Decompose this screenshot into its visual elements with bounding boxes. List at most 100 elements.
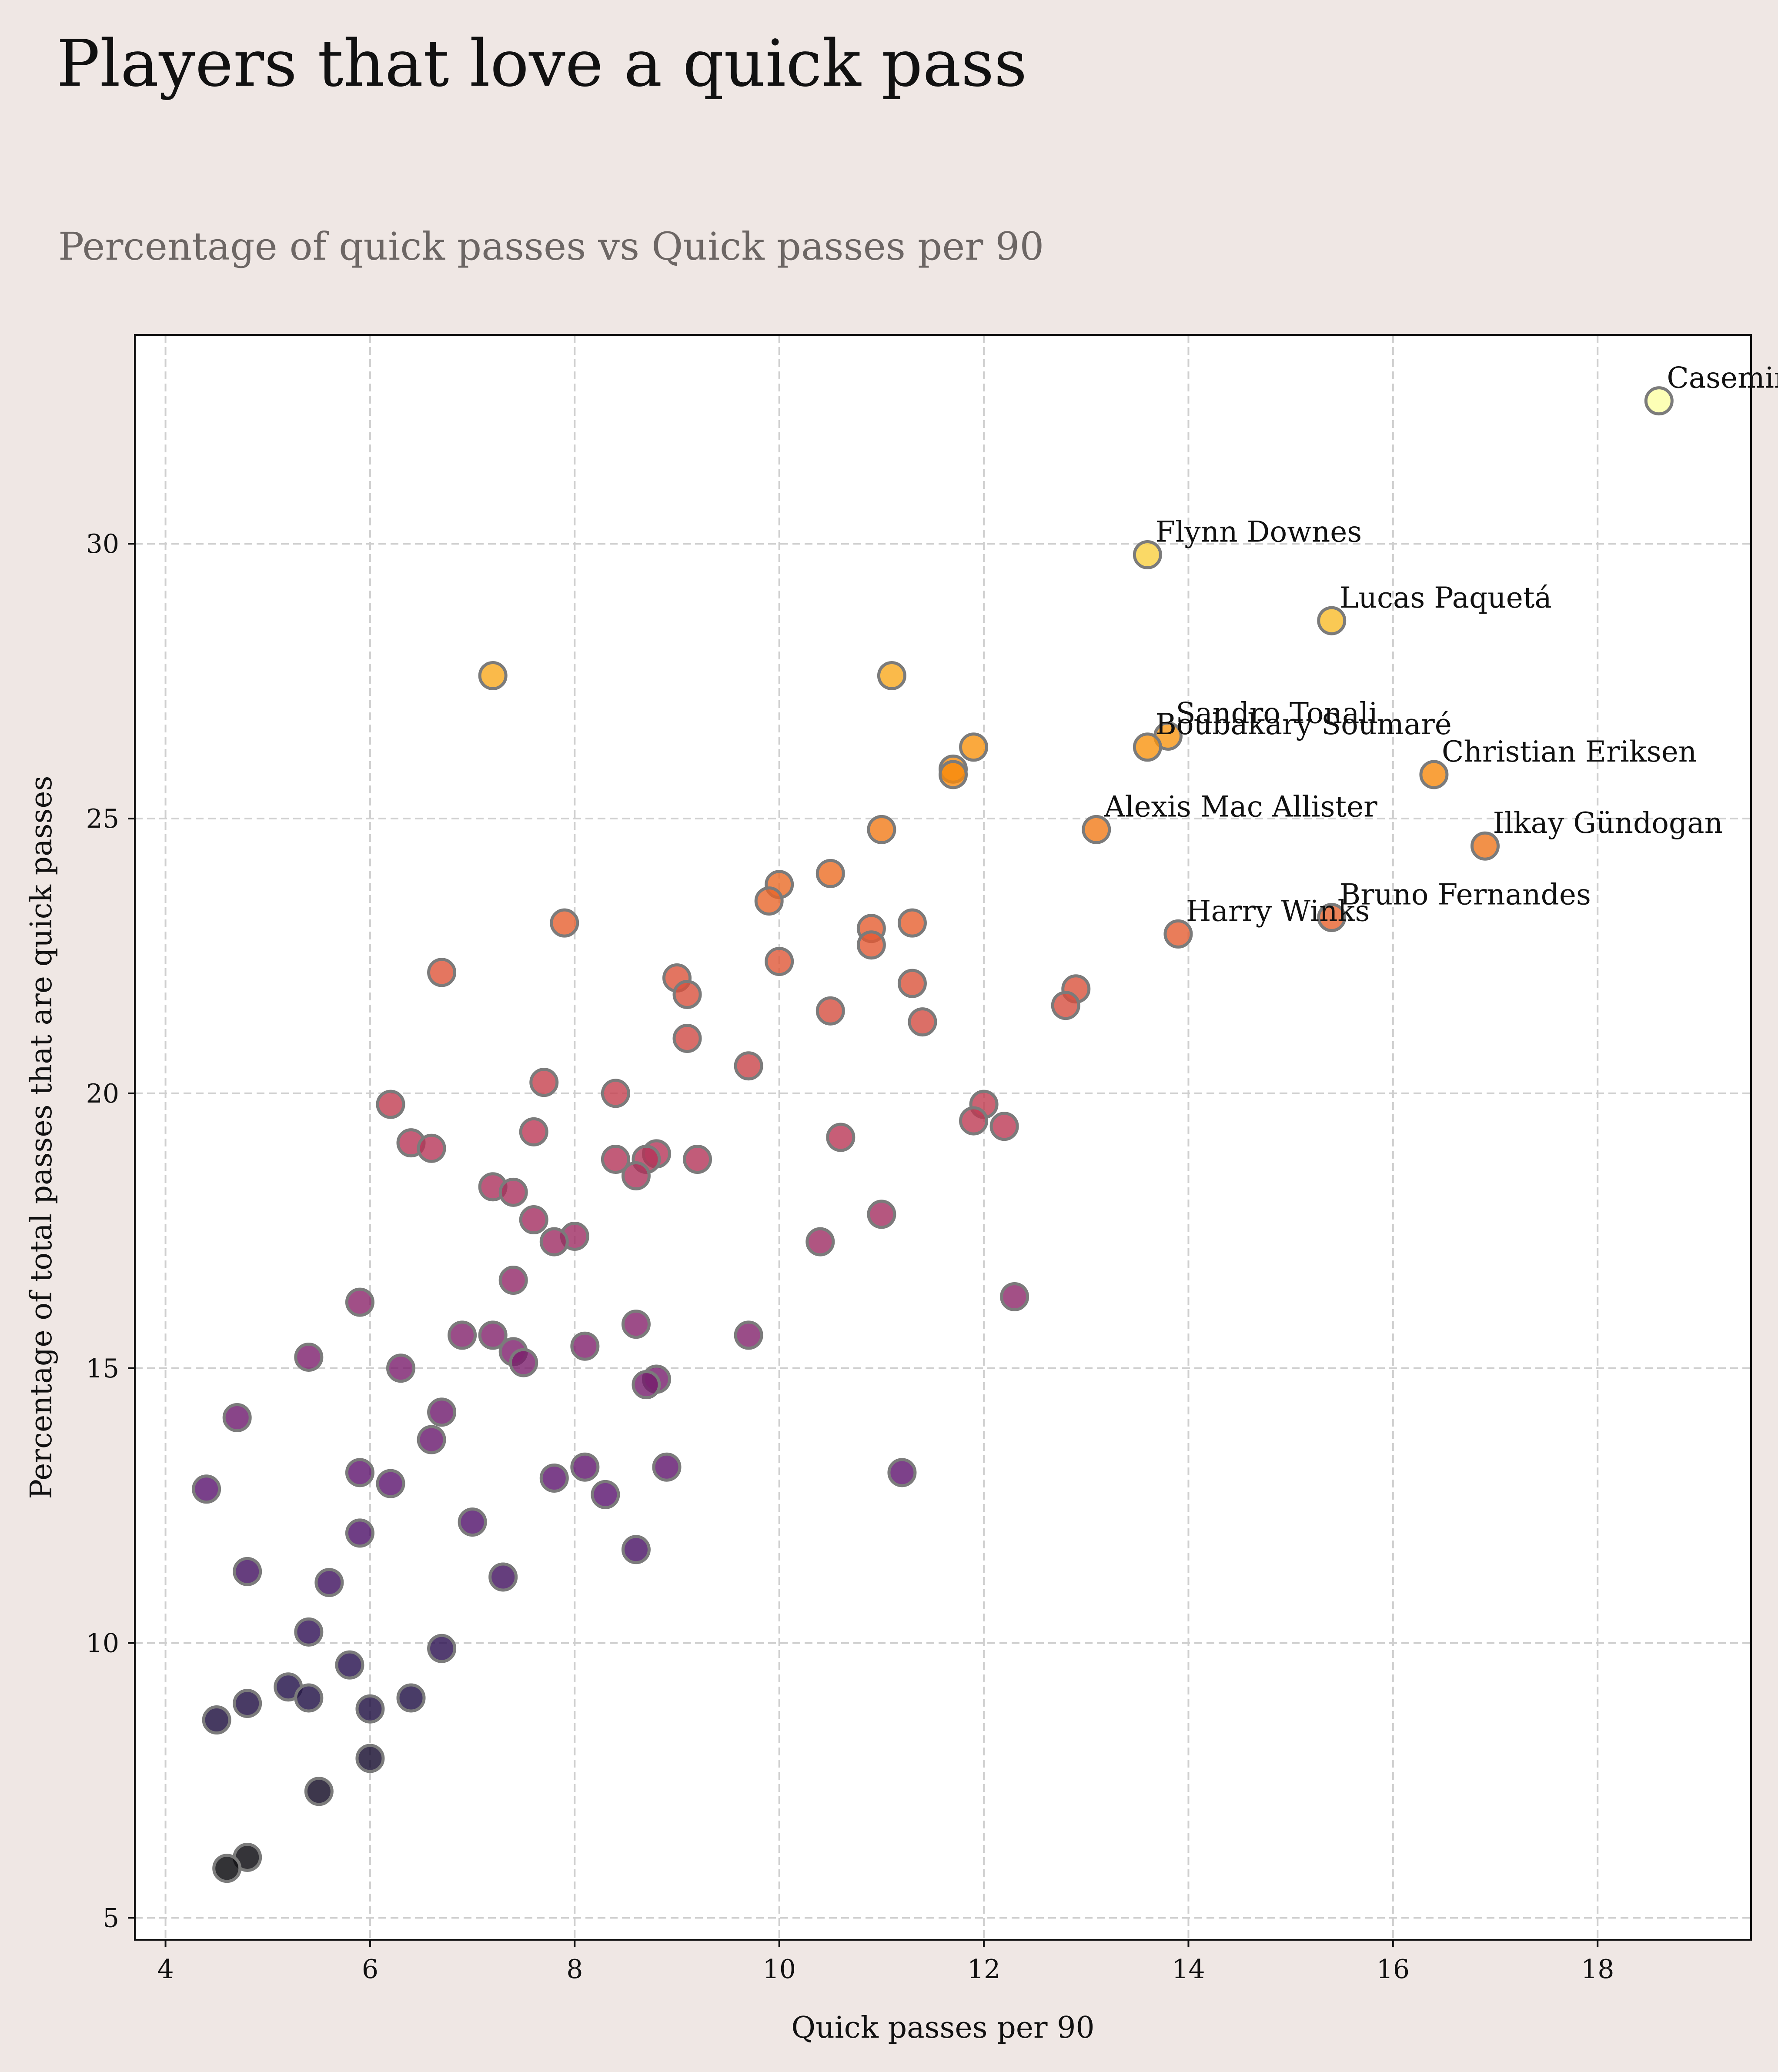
data-point [734,1051,763,1081]
data-point-labeled [1163,919,1193,949]
x-tick-label: 18 [1581,1954,1614,1985]
data-point [652,1452,682,1482]
data-point [376,1469,405,1498]
data-point [294,1683,324,1713]
y-tick-label: 10 [86,1628,119,1659]
data-point [212,1854,242,1883]
data-point [233,1557,262,1586]
axis-ticks: 4 6 8 10 12 14 16 18 5 10 15 20 25 30 [86,529,1614,1985]
data-point [529,1068,559,1097]
data-point [417,1133,446,1163]
data-point [304,1777,334,1806]
data-point [345,1287,374,1317]
x-tick-label: 8 [566,1954,583,1985]
x-tick-label: 16 [1377,1954,1410,1985]
data-point [672,979,702,1009]
data-point [539,1463,569,1493]
data-point [959,732,989,762]
data-point-labeled [1082,815,1111,844]
data-point [570,1452,600,1482]
data-point [192,1474,221,1504]
data-point [417,1425,446,1454]
data-point [355,1744,385,1773]
data-point [672,1024,702,1053]
x-tick-label: 14 [1172,1954,1205,1985]
data-point [867,1200,896,1229]
point-labels: Casemiro Flynn Downes Lucas Paquetá Sandro … [1104,361,1778,928]
data-point [222,1403,252,1432]
data-point [314,1568,344,1597]
data-point [765,947,794,976]
data-points [192,386,1674,1883]
data-point [621,1535,651,1564]
y-tick-label: 30 [86,529,119,559]
point-label: Casemiro [1667,361,1778,395]
data-point [448,1320,477,1350]
data-point-labeled [1644,386,1674,416]
chart-subtitle: Percentage of quick passes vs Quick pass… [58,224,1044,269]
data-point [386,1353,415,1383]
data-point-labeled [1419,760,1449,789]
data-point [355,1694,385,1724]
point-label: Lucas Paquetá [1340,581,1552,615]
data-point [897,969,927,998]
data-point [376,1089,405,1119]
data-point [509,1348,538,1377]
data-point [539,1227,569,1257]
y-tick-label: 25 [86,804,119,834]
x-tick-label: 4 [157,1954,174,1985]
data-point [908,1007,937,1037]
data-point [202,1705,231,1735]
data-point [345,1518,374,1548]
data-point [887,1458,917,1487]
plot-frame [134,334,1752,1941]
x-tick-label: 10 [763,1954,796,1985]
data-point [632,1370,661,1400]
data-point [601,1145,630,1174]
point-label: Boubakary Soumaré [1155,708,1452,741]
data-point [877,661,906,690]
data-point [427,1397,457,1427]
x-tick-label: 6 [362,1954,378,1985]
data-point [989,1112,1019,1141]
data-point [396,1683,426,1713]
data-point [294,1342,324,1372]
data-point [478,1320,508,1350]
data-point [734,1320,763,1350]
y-axis-label: Percentage of total passes that are quic… [24,775,59,1499]
y-tick-label: 5 [103,1903,119,1933]
data-point [856,930,886,960]
data-point [570,1331,600,1361]
data-point [591,1480,620,1509]
data-point [815,996,845,1026]
point-label: Harry Winks [1186,894,1370,928]
data-point-labeled [1317,606,1347,635]
data-point [498,1177,528,1207]
data-point [233,1689,262,1718]
data-point [897,908,927,938]
data-point [815,859,845,888]
data-point [939,760,968,789]
data-point [754,886,784,916]
data-point-labeled [1471,831,1500,861]
data-point [488,1562,518,1592]
y-tick-label: 20 [86,1079,119,1109]
point-label: Christian Eriksen [1442,735,1697,769]
data-point [621,1161,651,1190]
data-point [345,1458,374,1487]
x-tick-label: 12 [967,1954,1000,1985]
data-point [519,1205,548,1235]
data-point [1051,991,1080,1020]
data-point [550,908,579,938]
data-point [519,1117,548,1146]
data-point [826,1123,856,1152]
chart-title: Players that love a quick pass [57,26,1027,101]
data-point [335,1650,364,1680]
point-label: Ilkay Gündogan [1493,806,1723,840]
data-point [427,958,457,987]
point-label: Bruno Fernandes [1340,878,1591,912]
data-point [1000,1282,1029,1311]
x-axis-label: Quick passes per 90 [791,2011,1094,2045]
data-point [683,1145,712,1174]
